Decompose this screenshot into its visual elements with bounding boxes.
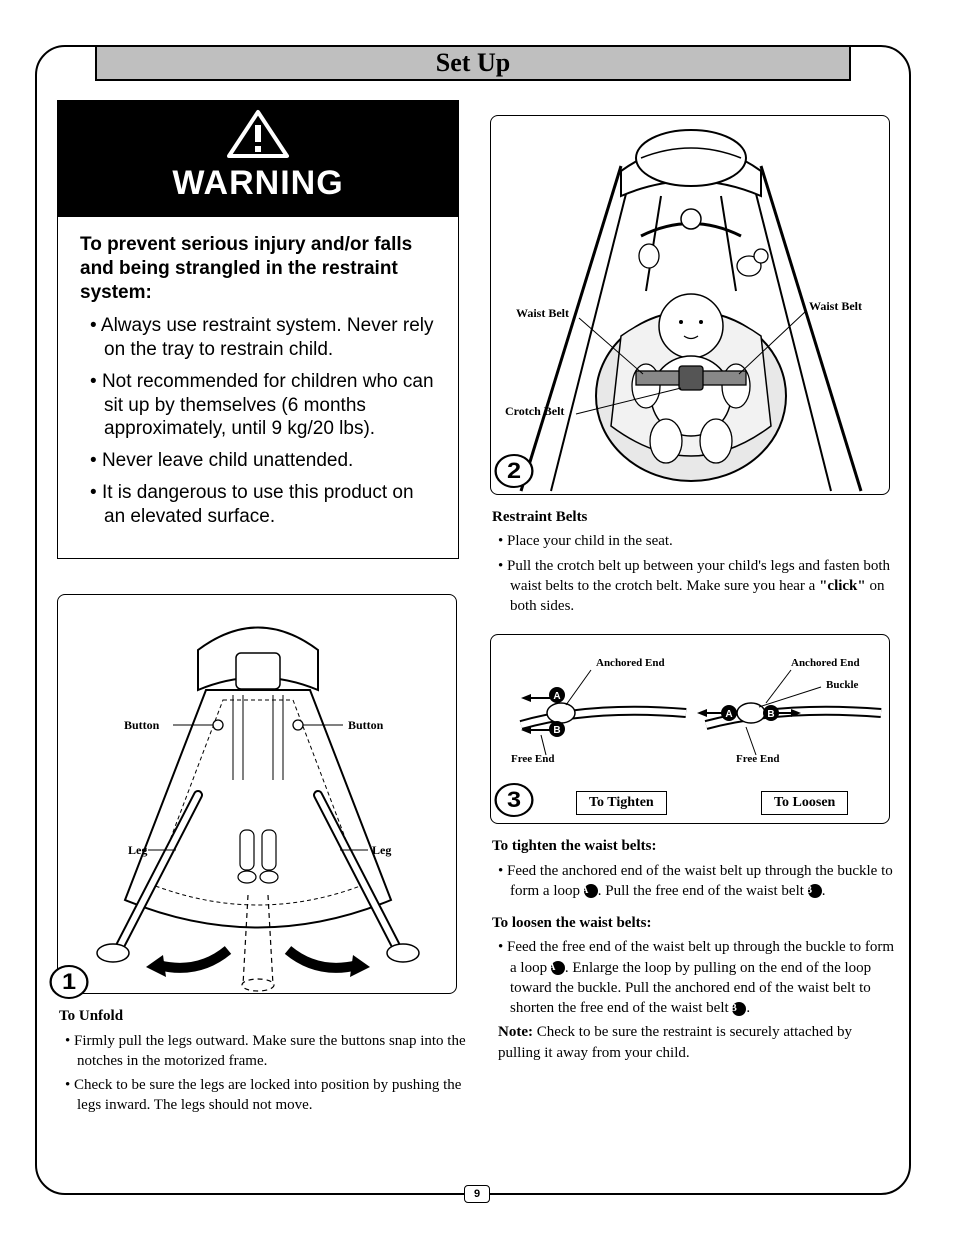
- unfold-heading: To Unfold: [59, 1006, 467, 1026]
- warning-bullet: It is dangerous to use this product on a…: [90, 481, 436, 529]
- step-badge-3: 3: [494, 783, 533, 817]
- callout-button: Button: [124, 718, 159, 733]
- callout-waist-belt: Waist Belt: [516, 306, 569, 321]
- callout-buckle: Buckle: [826, 679, 858, 691]
- tighten-bullet: Feed the anchored end of the waist belt …: [490, 861, 898, 902]
- callout-waist-belt: Waist Belt: [809, 299, 862, 314]
- right-column: Waist Belt Waist Belt Crotch Belt 2 Rest…: [490, 115, 898, 1063]
- warning-lead: To prevent serious injury and/or falls a…: [80, 233, 436, 304]
- warning-box: WARNING To prevent serious injury and/or…: [57, 100, 459, 559]
- figure-2: Waist Belt Waist Belt Crotch Belt 2: [490, 115, 890, 495]
- figure-3: A B A B: [490, 634, 890, 824]
- unfold-bullet: Firmly pull the legs outward. Make sure …: [57, 1031, 467, 1072]
- svg-text:A: A: [553, 691, 560, 702]
- sub-label-tighten: To Tighten: [576, 791, 667, 815]
- page-number: 9: [464, 1185, 490, 1203]
- page-title: Set Up: [436, 48, 510, 78]
- warning-bullet: Always use restraint system. Never rely …: [90, 314, 436, 362]
- callout-leg: Leg: [372, 843, 391, 858]
- title-bar: Set Up: [95, 45, 851, 81]
- left-column: WARNING To prevent serious injury and/or…: [47, 100, 467, 1120]
- adjust-text: To tighten the waist belts: Feed the anc…: [490, 836, 898, 1063]
- restraint-bullet: Place your child in the seat.: [490, 531, 898, 551]
- restraint-text: Restraint Belts Place your child in the …: [490, 507, 898, 616]
- step-badge-2: 2: [494, 454, 533, 488]
- badge-a-icon: A: [551, 961, 565, 975]
- step-badge-1: 1: [49, 965, 88, 999]
- warning-icon: [226, 109, 290, 159]
- svg-text:B: B: [767, 709, 774, 720]
- page: Set Up 9 WARNING To prevent serious inju…: [0, 0, 954, 1235]
- callout-free: Free End: [736, 753, 780, 765]
- callout-free: Free End: [511, 753, 555, 765]
- loosen-heading: To loosen the waist belts:: [492, 913, 898, 933]
- warning-bullet: Never leave child unattended.: [90, 449, 436, 473]
- callout-leg: Leg: [128, 843, 147, 858]
- unfold-bullet: Check to be sure the legs are locked int…: [57, 1075, 467, 1116]
- figure-1-svg: [58, 595, 458, 995]
- callout-anchored: Anchored End: [791, 657, 860, 669]
- warning-body: To prevent serious injury and/or falls a…: [58, 217, 458, 558]
- restraint-bullet: Pull the crotch belt up between your chi…: [490, 556, 898, 617]
- svg-text:A: A: [725, 709, 732, 720]
- figure-1: Button Button Leg Leg 1: [57, 594, 457, 994]
- callout-crotch-belt: Crotch Belt: [505, 404, 564, 419]
- restraint-heading: Restraint Belts: [492, 507, 898, 527]
- warning-header: WARNING: [58, 101, 458, 217]
- badge-b-icon: B: [808, 884, 822, 898]
- svg-text:B: B: [553, 725, 560, 736]
- warning-bullet: Not recommended for children who can sit…: [90, 370, 436, 441]
- callout-anchored: Anchored End: [596, 657, 665, 669]
- loosen-bullet: Feed the free end of the waist belt up t…: [490, 937, 898, 1018]
- callout-button: Button: [348, 718, 383, 733]
- note-line: Note: Check to be sure the restraint is …: [490, 1022, 898, 1063]
- warning-label: WARNING: [172, 164, 343, 202]
- tighten-heading: To tighten the waist belts:: [492, 836, 898, 856]
- badge-b-icon: B: [732, 1002, 746, 1016]
- unfold-text: To Unfold Firmly pull the legs outward. …: [57, 1006, 467, 1115]
- badge-a-icon: A: [584, 884, 598, 898]
- sub-label-loosen: To Loosen: [761, 791, 848, 815]
